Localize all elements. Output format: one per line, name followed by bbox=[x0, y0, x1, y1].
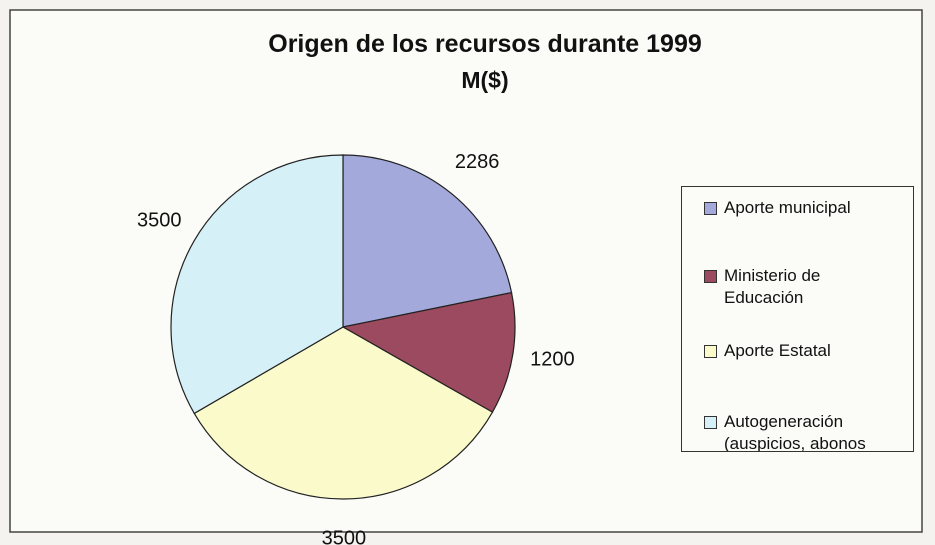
pie-slice bbox=[342, 154, 513, 328]
pie-slice bbox=[341, 291, 516, 413]
legend-label: Autogeneración (auspicios, abonos bbox=[724, 412, 866, 452]
pie-slice bbox=[193, 326, 494, 500]
legend-entry: Aporte Estatal bbox=[704, 340, 894, 362]
legend-entry: Ministerio de Educación bbox=[704, 265, 894, 309]
data-label: 3500 bbox=[322, 527, 367, 545]
legend-label: Aporte Estatal bbox=[724, 341, 831, 360]
legend: Aporte municipal Ministerio de Educación A… bbox=[681, 186, 914, 452]
legend-entry: Autogeneración (auspicios, abonos bbox=[704, 411, 894, 452]
legend-swatch bbox=[704, 345, 717, 358]
pie-slice bbox=[170, 154, 344, 415]
data-label: 3500 bbox=[137, 210, 182, 232]
legend-entry: Aporte municipal bbox=[704, 197, 894, 219]
data-label: 2286 bbox=[455, 151, 500, 173]
data-label: 1200 bbox=[530, 349, 575, 371]
legend-swatch bbox=[704, 202, 717, 215]
chart-title: Origen de los recursos durante 1999 bbox=[268, 30, 702, 58]
legend-swatch bbox=[704, 270, 717, 283]
chart-subtitle: M($) bbox=[461, 67, 508, 93]
legend-label: Ministerio de Educación bbox=[724, 266, 821, 307]
legend-swatch bbox=[704, 416, 717, 429]
legend-label: Aporte municipal bbox=[724, 198, 851, 217]
